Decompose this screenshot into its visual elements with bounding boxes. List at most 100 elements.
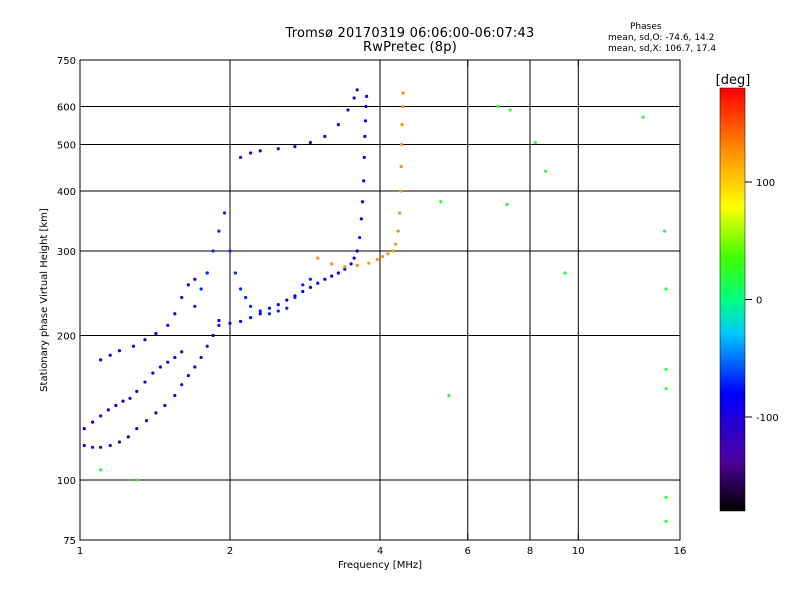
data-point (362, 179, 365, 182)
data-point (400, 123, 403, 126)
data-point (309, 141, 312, 144)
data-point (239, 320, 242, 323)
data-point (91, 421, 94, 424)
data-point (346, 108, 349, 111)
data-point (353, 96, 356, 99)
data-point (249, 316, 252, 319)
data-point (145, 419, 148, 422)
data-point (664, 287, 667, 290)
x-tick-label: 8 (527, 546, 533, 557)
data-point (664, 387, 667, 390)
data-point (398, 211, 401, 214)
data-point (187, 374, 190, 377)
data-point (664, 520, 667, 523)
data-point (135, 427, 138, 430)
data-point (166, 361, 169, 364)
data-point (367, 262, 370, 265)
data-point (180, 383, 183, 386)
data-point (439, 200, 442, 203)
data-point (154, 332, 157, 335)
x-tick-label: 16 (674, 546, 687, 557)
data-point (316, 282, 319, 285)
data-point (166, 324, 169, 327)
data-point (127, 435, 130, 438)
x-tick-label: 4 (377, 546, 383, 557)
data-point (212, 249, 215, 252)
x-tick-label: 1 (77, 546, 83, 557)
data-point (132, 345, 135, 348)
data-point (135, 390, 138, 393)
data-point (293, 145, 296, 148)
data-point (360, 217, 363, 220)
colorbar (720, 88, 745, 511)
data-point (544, 170, 547, 173)
data-point (363, 135, 366, 138)
data-point (193, 278, 196, 281)
data-point (99, 468, 102, 471)
data-point (217, 319, 220, 322)
x-tick-label: 10 (572, 546, 585, 557)
y-tick-label: 400 (57, 187, 76, 198)
data-point (151, 372, 154, 375)
data-point (663, 230, 666, 233)
y-tick-label: 600 (57, 103, 76, 114)
data-point (363, 156, 366, 159)
data-point (301, 283, 304, 286)
data-point (323, 278, 326, 281)
data-point (364, 119, 367, 122)
data-point (118, 349, 121, 352)
data-point (301, 290, 304, 293)
data-point (343, 265, 346, 268)
grid-lines (80, 60, 680, 540)
data-point (180, 350, 183, 353)
data-point (394, 243, 397, 246)
data-point (249, 151, 252, 154)
data-point (91, 446, 94, 449)
data-point (285, 307, 288, 310)
data-point (154, 411, 157, 414)
data-point (159, 365, 162, 368)
data-point (135, 478, 138, 481)
data-point (365, 95, 368, 98)
data-point (364, 105, 367, 108)
data-point (356, 249, 359, 252)
data-point (121, 400, 124, 403)
data-point (496, 105, 499, 108)
data-point (401, 91, 404, 94)
data-point (173, 394, 176, 397)
data-point (337, 271, 340, 274)
data-point (143, 338, 146, 341)
data-point (99, 358, 102, 361)
data-point (223, 211, 226, 214)
data-point (193, 365, 196, 368)
data-point (376, 258, 379, 261)
data-point (259, 312, 262, 315)
data-point (107, 408, 110, 411)
colorbar-tick-label: 0 (756, 296, 762, 307)
data-point (268, 312, 271, 315)
data-point (356, 88, 359, 91)
data-point (447, 394, 450, 397)
data-point (200, 356, 203, 359)
data-points (83, 88, 668, 523)
x-tick-label: 6 (465, 546, 471, 557)
colorbar-tick-label: -100 (756, 413, 779, 424)
data-point (277, 147, 280, 150)
colorbar-tick-label: 100 (756, 178, 775, 189)
data-point (337, 123, 340, 126)
data-point (381, 255, 384, 258)
data-point (330, 274, 333, 277)
data-point (259, 149, 262, 152)
data-point (309, 286, 312, 289)
x-axis-label: Frequency [MHz] (338, 560, 422, 571)
data-point (361, 200, 364, 203)
data-point (350, 262, 353, 265)
colorbar-ticks: 100 0 -100 (745, 178, 779, 424)
data-point (187, 283, 190, 286)
data-point (397, 230, 400, 233)
data-point (353, 256, 356, 259)
data-point (400, 165, 403, 168)
data-point (99, 446, 102, 449)
y-tick-label: 100 (57, 476, 76, 487)
data-point (293, 294, 296, 297)
